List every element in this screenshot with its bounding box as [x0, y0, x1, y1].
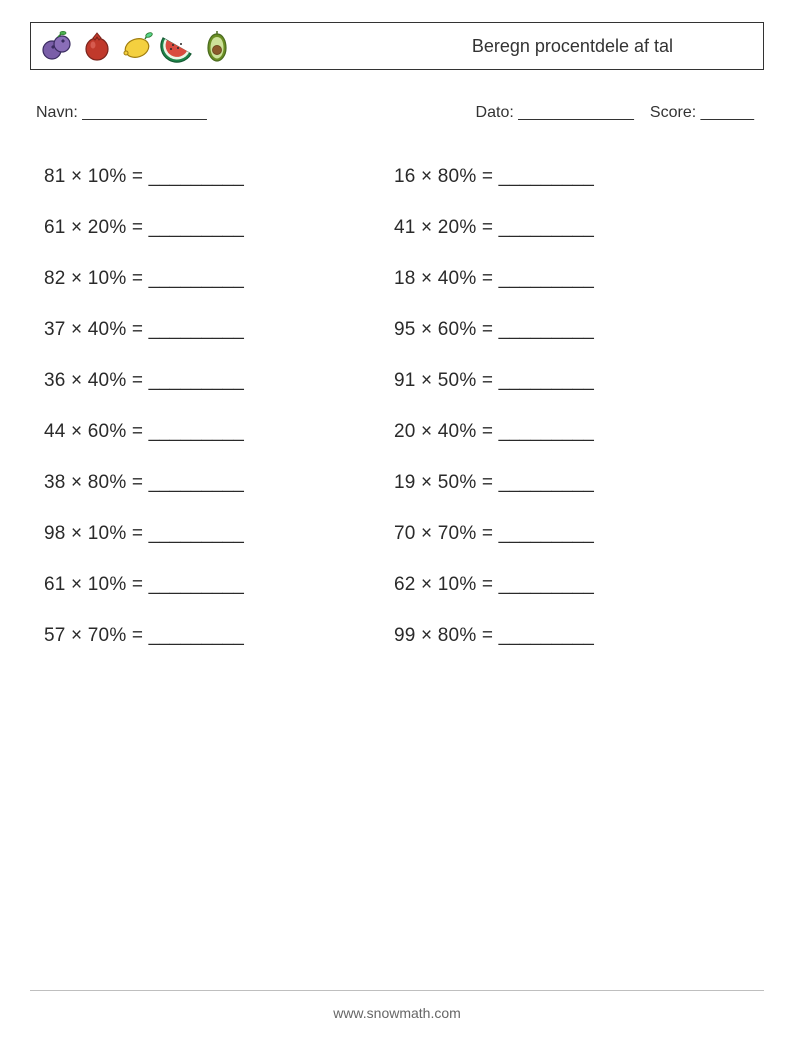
answer-blank: _________ — [149, 217, 244, 238]
problem: 91 × 50% = _________ — [394, 370, 744, 392]
answer-blank: _________ — [499, 421, 594, 442]
blueberries-icon — [39, 28, 75, 64]
answer-blank: _________ — [499, 472, 594, 493]
name-field: Navn: ______________ — [36, 104, 207, 122]
problem: 16 × 80% = _________ — [394, 166, 744, 188]
answer-blank: _________ — [499, 625, 594, 646]
problem: 81 × 10% = _________ — [44, 166, 394, 188]
problem: 62 × 10% = _________ — [394, 574, 744, 596]
problem: 44 × 60% = _________ — [44, 421, 394, 443]
date-field: Dato: _____________ — [476, 104, 634, 122]
problem: 61 × 10% = _________ — [44, 574, 394, 596]
answer-blank: _________ — [149, 268, 244, 289]
problem: 38 × 80% = _________ — [44, 472, 394, 494]
problems-col-1: 81 × 10% = _________ 61 × 20% = _________… — [44, 166, 394, 647]
fruit-row — [39, 28, 235, 64]
worksheet-title: Beregn procentdele af tal — [472, 36, 753, 57]
problem: 61 × 20% = _________ — [44, 217, 394, 239]
problem: 41 × 20% = _________ — [394, 217, 744, 239]
worksheet-page: Beregn procentdele af tal Navn: ________… — [0, 0, 794, 1053]
meta-row: Navn: ______________ Dato: _____________… — [30, 104, 764, 122]
answer-blank: _________ — [149, 574, 244, 595]
problems-col-2: 16 × 80% = _________ 41 × 20% = _________… — [394, 166, 744, 647]
answer-blank: _________ — [149, 472, 244, 493]
problem: 19 × 50% = _________ — [394, 472, 744, 494]
answer-blank: _________ — [499, 217, 594, 238]
problem: 99 × 80% = _________ — [394, 625, 744, 647]
answer-blank: _________ — [149, 166, 244, 187]
answer-blank: _________ — [499, 166, 594, 187]
answer-blank: _________ — [149, 523, 244, 544]
pomegranate-icon — [79, 28, 115, 64]
problem: 20 × 40% = _________ — [394, 421, 744, 443]
header-box: Beregn procentdele af tal — [30, 22, 764, 70]
problem: 70 × 70% = _________ — [394, 523, 744, 545]
lemon-icon — [119, 28, 155, 64]
answer-blank: _________ — [499, 523, 594, 544]
answer-blank: _________ — [149, 319, 244, 340]
answer-blank: _________ — [499, 268, 594, 289]
score-field: Score: ______ — [650, 104, 754, 122]
footer-divider — [30, 990, 764, 991]
answer-blank: _________ — [149, 370, 244, 391]
problem: 95 × 60% = _________ — [394, 319, 744, 341]
answer-blank: _________ — [499, 319, 594, 340]
problem: 82 × 10% = _________ — [44, 268, 394, 290]
answer-blank: _________ — [499, 370, 594, 391]
watermelon-icon — [159, 28, 195, 64]
answer-blank: _________ — [149, 421, 244, 442]
problem: 36 × 40% = _________ — [44, 370, 394, 392]
problem: 18 × 40% = _________ — [394, 268, 744, 290]
meta-right: Dato: _____________ Score: ______ — [476, 104, 754, 122]
answer-blank: _________ — [499, 574, 594, 595]
problems-grid: 81 × 10% = _________ 61 × 20% = _________… — [30, 166, 764, 647]
problem: 57 × 70% = _________ — [44, 625, 394, 647]
answer-blank: _________ — [149, 625, 244, 646]
avocado-icon — [199, 28, 235, 64]
problem: 37 × 40% = _________ — [44, 319, 394, 341]
problem: 98 × 10% = _________ — [44, 523, 394, 545]
footer-url: www.snowmath.com — [0, 1005, 794, 1021]
